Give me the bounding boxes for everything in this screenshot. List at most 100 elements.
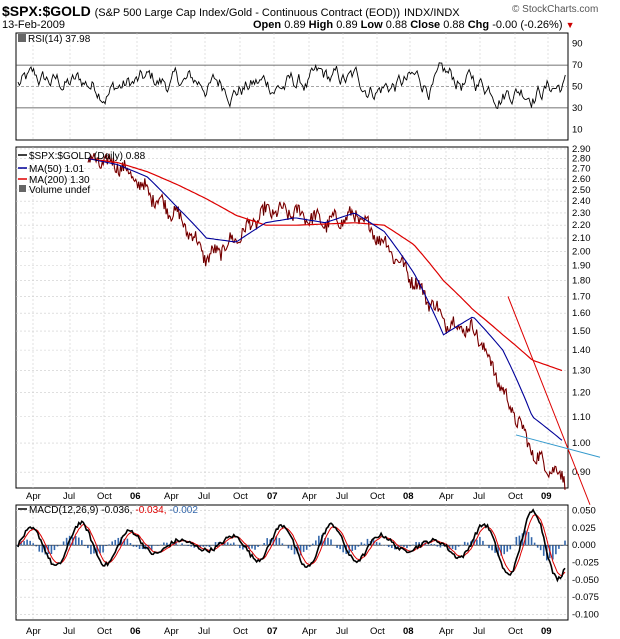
macd-histogram-bar: [93, 545, 95, 554]
price-y-tick-label: 2.60: [572, 174, 591, 185]
macd-histogram-bar: [138, 545, 141, 550]
macd-histogram-bar: [111, 541, 114, 546]
macd-histogram-bar: [299, 545, 302, 556]
macd-line: [17, 508, 566, 583]
open-value: 0.89: [284, 19, 306, 31]
macd-x-tick-label: Jul: [473, 626, 485, 637]
macd-legend-part: MACD(12,26,9) -0.036,: [29, 505, 132, 516]
macd-histogram-bar: [296, 545, 299, 554]
macd-histogram-bar: [485, 545, 487, 546]
macd-histogram-bar: [327, 537, 329, 546]
macd-histogram-bar: [53, 545, 56, 551]
macd-histogram-bar: [372, 539, 375, 546]
symbol-description: (S&P 500 Large Cap Index/Gold - Continuo…: [94, 7, 401, 19]
price-panel-frame: [15, 146, 569, 489]
macd-histogram-bar: [226, 542, 229, 546]
macd-histogram-bar: [105, 545, 107, 546]
macd-histogram-bar: [476, 539, 478, 546]
macd-x-tick-label: Apr: [302, 626, 317, 637]
chg-label: Chg: [467, 19, 490, 31]
macd-histogram-bar: [390, 545, 393, 548]
macd-histogram-bar: [442, 545, 445, 547]
macd-histogram-bar: [324, 538, 326, 546]
chart-title: $SPX:$GOLD (S&P 500 Large Cap Index/Gold…: [2, 3, 460, 19]
macd-histogram-bar: [479, 536, 481, 546]
macd-x-tick-label: 09: [541, 626, 552, 637]
macd-histogram-bar: [403, 545, 405, 547]
macd-histogram-bar: [366, 538, 369, 546]
high-value: 0.89: [336, 19, 358, 31]
macd-histogram-bar: [375, 541, 378, 546]
macd-histogram-bar: [41, 545, 44, 553]
macd-histogram-bar: [308, 545, 311, 547]
price-y-tick-label: 2.30: [572, 208, 591, 219]
macd-histogram-bar: [564, 540, 566, 546]
macd-histogram-bar: [77, 537, 80, 546]
price-y-tick-label: 1.20: [572, 388, 591, 399]
macd-histogram-bar: [96, 545, 98, 556]
price-y-tick-label: 2.00: [572, 247, 591, 258]
rsi-y-tick-label: 30: [572, 103, 583, 114]
price-x-tick-label: Jul: [198, 491, 210, 502]
macd-x-tick-label: Apr: [439, 626, 454, 637]
price-x-tick-label: Jul: [473, 491, 485, 502]
low-value: 0.88: [385, 19, 408, 31]
macd-x-tick-label: Jul: [336, 626, 348, 637]
price-y-tick-label: 2.20: [572, 220, 591, 231]
price-x-tick-label: 06: [130, 491, 141, 502]
high-label: High: [308, 19, 334, 31]
macd-histogram-bar: [26, 539, 28, 546]
macd-histogram-bar: [229, 543, 232, 546]
macd-histogram-bar: [35, 545, 38, 547]
price-y-tick-label: 2.70: [572, 164, 591, 175]
price-y-tick-label: 1.30: [572, 366, 591, 377]
price-y-tick-label: 1.10: [572, 412, 591, 423]
macd-histogram-bar: [451, 545, 454, 549]
macd-histogram-bar: [491, 545, 493, 551]
macd-histogram-bar: [412, 544, 414, 546]
exchange: INDX/INDX: [404, 7, 460, 19]
macd-histogram-bar: [315, 540, 317, 546]
macd-histogram-bar: [135, 545, 138, 548]
macd-histogram-bar: [74, 536, 77, 546]
price-x-tick-label: 08: [403, 491, 414, 502]
macd-histogram-bar: [539, 545, 542, 551]
open-label: Open: [253, 19, 282, 31]
chg-value: -0.00 (-0.26%): [492, 19, 563, 31]
macd-histogram-bar: [239, 545, 241, 549]
macd-histogram-bar: [236, 545, 238, 546]
macd-histogram-bar: [166, 542, 168, 546]
macd-histogram-bar: [454, 545, 457, 551]
macd-histogram-bar: [433, 544, 436, 546]
macd-histogram-bar: [397, 545, 399, 548]
macd-histogram-bar: [360, 542, 363, 546]
macd-histogram-bar: [512, 544, 515, 546]
macd-x-tick-label: Oct: [370, 626, 385, 637]
macd-histogram-bar: [561, 545, 563, 546]
macd-histogram-bar: [281, 543, 284, 546]
macd-histogram-bar: [542, 545, 545, 556]
macd-histogram-bar: [466, 542, 469, 546]
macd-histogram-bar: [87, 545, 89, 549]
macd-histogram-bar: [141, 545, 144, 550]
macd-legend-part: -0.034,: [135, 505, 166, 516]
price-y-tick-label: 2.80: [572, 154, 591, 165]
macd-x-tick-label: Jul: [198, 626, 210, 637]
macd-histogram-bar: [330, 539, 332, 546]
price-series-line: [87, 153, 566, 490]
price-x-tick-label: Apr: [302, 491, 317, 502]
macd-histogram-bar: [129, 543, 132, 546]
ma200-line: [87, 158, 563, 372]
macd-histogram-bar: [527, 532, 530, 546]
rsi-legend-icon: [18, 34, 26, 42]
macd-histogram-bar: [193, 545, 196, 548]
macd-histogram-bar: [50, 545, 53, 555]
macd-histogram-bar: [463, 541, 466, 546]
macd-legend-label: MACD(12,26,9) -0.036, -0.034, -0.002: [29, 505, 198, 516]
macd-histogram-bar: [293, 545, 296, 555]
macd-histogram-bar: [163, 542, 165, 546]
macd-histogram-bar: [406, 545, 408, 549]
macd-histogram-bar: [333, 545, 335, 546]
chart-date: 13-Feb-2009: [2, 19, 65, 31]
macd-histogram-bar: [457, 545, 460, 547]
